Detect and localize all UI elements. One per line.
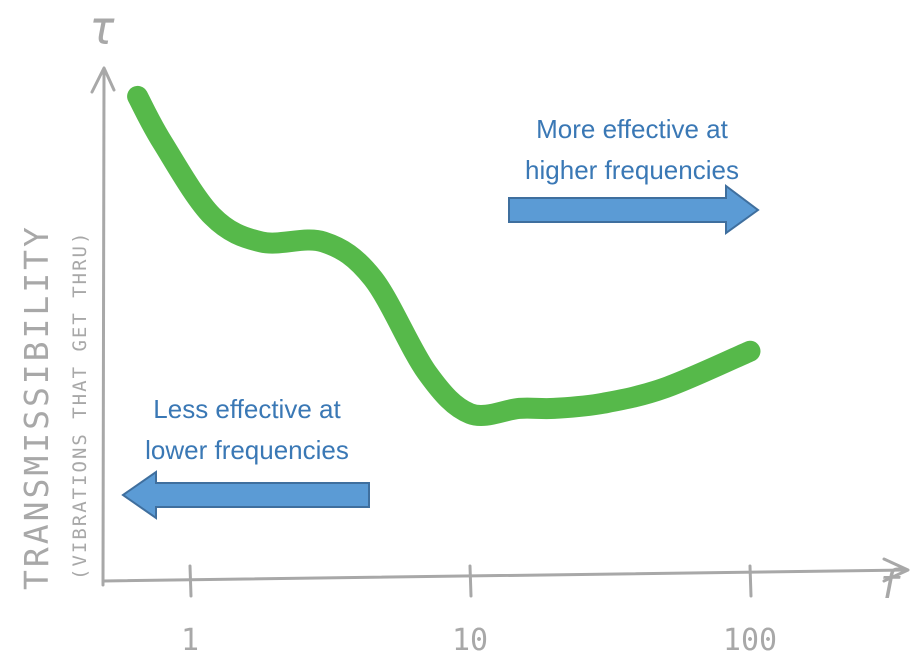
y-axis-line [101,70,106,587]
left-arrow-icon [121,470,370,520]
x-tick-label-10: 10 [452,623,488,658]
x-tick-1 [188,564,193,598]
note-higher-line2: higher frequencies [525,155,739,185]
x-axis-title: f [878,562,903,608]
right-arrow-icon [508,184,760,235]
x-tick-label-1: 1 [181,623,199,658]
note-lower-line1: Less effective at [153,394,341,424]
y-axis-arrowhead [90,66,116,94]
x-axis-arrowhead [882,557,910,583]
y-axis-title: TRANSMISSIBILITY [17,224,56,590]
note-lower-line2: lower frequencies [145,435,349,465]
note-higher-line1: More effective at [536,114,729,144]
x-tick-label-100: 100 [723,623,777,658]
x-tick-10 [468,564,473,598]
y-axis-subtitle: (VIBRATIONS THAT GET THRU) [69,231,91,580]
y-axis-symbol: τ [88,1,116,55]
series-line [127,85,761,426]
x-tick-100 [748,564,753,598]
x-axis-line [101,568,907,583]
